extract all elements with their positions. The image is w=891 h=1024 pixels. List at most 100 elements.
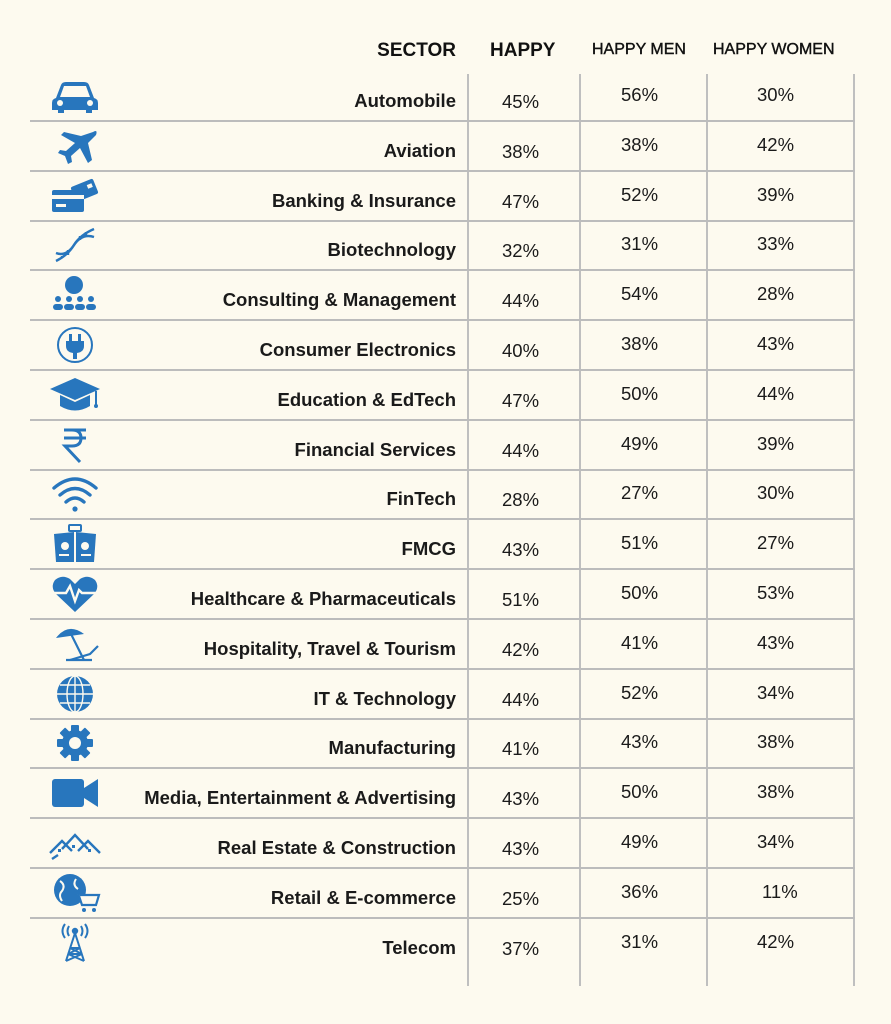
table-row: Consumer Electronics 40% 38% 43% xyxy=(0,321,891,371)
car-icon xyxy=(45,76,105,116)
happy-women-column-header: HAPPY WOMEN xyxy=(713,41,835,58)
happy-value: 47% xyxy=(502,389,540,411)
sector-label: FMCG xyxy=(401,538,456,560)
sector-label: Hospitality, Travel & Tourism xyxy=(203,637,456,659)
happy-value: 40% xyxy=(502,340,540,361)
happy-women-value: 42% xyxy=(757,133,795,155)
happy-men-value: 52% xyxy=(621,681,659,703)
happy-men-value: 27% xyxy=(621,482,659,504)
table-row: Biotechnology 32% 31% 33% xyxy=(0,221,891,272)
airplane-icon xyxy=(45,126,105,166)
column-divider xyxy=(706,74,708,986)
row-divider xyxy=(30,817,855,820)
happy-men-value: 51% xyxy=(621,532,659,554)
packages-icon xyxy=(45,524,105,564)
sector-label: Manufacturing xyxy=(328,737,456,759)
happy-value: 37% xyxy=(502,937,540,959)
happy-women-value: 30% xyxy=(757,84,795,105)
row-divider xyxy=(30,120,855,122)
table-row: Banking & Insurance 47% 52% 39% xyxy=(0,172,891,222)
heart-pulse-icon xyxy=(45,574,105,614)
row-divider xyxy=(30,319,855,322)
row-divider xyxy=(30,418,855,421)
happy-men-value: 49% xyxy=(621,831,659,852)
happy-women-value: 28% xyxy=(757,283,795,305)
happy-men-value: 31% xyxy=(621,233,659,255)
row-divider xyxy=(30,717,855,720)
table-row: IT & Technology 44% 52% 34% xyxy=(0,670,891,720)
sector-label: Healthcare & Pharmaceuticals xyxy=(190,588,456,609)
table-row: Telecom 37% 31% 42% xyxy=(0,919,891,969)
credit-card-icon xyxy=(45,176,105,216)
table-row: Real Estate & Construction 43% 49% 34% xyxy=(0,819,891,869)
row-divider xyxy=(30,369,855,371)
happy-women-value: 38% xyxy=(757,731,795,753)
happy-men-value: 50% xyxy=(621,582,659,603)
sector-label: Education & EdTech xyxy=(277,388,456,410)
sector-column-header: SECTOR xyxy=(377,40,456,61)
happy-men-value: 50% xyxy=(621,781,659,803)
happy-women-value: 11% xyxy=(762,880,798,902)
happy-women-value: 43% xyxy=(757,631,795,653)
rupee-icon xyxy=(45,425,105,465)
happy-women-value: 53% xyxy=(757,582,795,603)
column-divider xyxy=(853,74,855,986)
houses-icon xyxy=(45,823,105,863)
row-divider xyxy=(30,169,855,172)
row-divider xyxy=(30,568,855,571)
wifi-icon xyxy=(45,474,105,514)
table-row: Retail & E-commerce 25% 36% 11% xyxy=(0,869,891,919)
happy-women-value: 39% xyxy=(757,183,795,205)
happy-men-value: 56% xyxy=(621,84,659,105)
happy-men-value: 43% xyxy=(621,731,659,753)
table-row: Healthcare & Pharmaceuticals 51% 50% 53% xyxy=(0,570,891,620)
table-row: Aviation 38% 38% 42% xyxy=(0,122,891,172)
happy-women-value: 33% xyxy=(757,233,795,255)
table-row: FinTech 28% 27% 30% xyxy=(0,470,891,521)
table-row: Consulting & Management 44% 54% 28% xyxy=(0,271,891,322)
sector-label: Aviation xyxy=(383,139,456,161)
happy-men-column-header: HAPPY MEN xyxy=(592,41,686,58)
video-camera-icon xyxy=(45,773,105,813)
happy-value: 44% xyxy=(502,290,540,312)
happy-men-value: 52% xyxy=(621,183,659,205)
sector-label: Retail & E-commerce xyxy=(270,886,456,908)
table-row: Manufacturing 41% 43% 38% xyxy=(0,719,891,770)
happy-women-value: 38% xyxy=(757,781,795,803)
happy-value: 28% xyxy=(502,489,540,511)
table-row: Automobile 45% 56% 30% xyxy=(0,72,891,122)
happy-value: 44% xyxy=(502,688,540,710)
sector-label: Consumer Electronics xyxy=(259,339,456,360)
happy-value: 42% xyxy=(502,638,540,660)
row-divider xyxy=(30,468,855,471)
happy-value: 32% xyxy=(502,240,540,262)
globe-icon xyxy=(45,674,105,714)
happy-value: 51% xyxy=(502,589,540,610)
happy-men-value: 50% xyxy=(621,382,659,404)
table-row: Hospitality, Travel & Tourism 42% 41% 43% xyxy=(0,620,891,670)
sector-label: Financial Services xyxy=(294,438,456,460)
row-divider xyxy=(30,767,855,770)
happy-value: 25% xyxy=(502,887,540,909)
column-divider xyxy=(579,74,581,986)
row-divider xyxy=(30,667,855,670)
happy-men-value: 38% xyxy=(621,133,659,155)
happy-value: 47% xyxy=(502,190,540,212)
table-row: Media, Entertainment & Advertising 43% 50%… xyxy=(0,769,891,820)
dna-icon xyxy=(45,225,105,265)
happy-men-value: 41% xyxy=(621,631,659,653)
sector-label: Telecom xyxy=(382,936,456,958)
sector-label: Real Estate & Construction xyxy=(217,837,457,858)
row-divider xyxy=(30,916,855,919)
table-row: Education & EdTech 47% 50% 44% xyxy=(0,371,891,421)
antenna-tower-icon xyxy=(45,923,105,963)
happy-men-value: 49% xyxy=(621,432,659,454)
table-header: SECTOR HAPPY HAPPY MEN HAPPY WOMEN xyxy=(0,38,891,68)
table-row: FMCG 43% 51% 27% xyxy=(0,520,891,571)
sector-label: IT & Technology xyxy=(313,687,456,709)
sector-label: FinTech xyxy=(386,488,456,510)
happy-value: 43% xyxy=(502,539,540,561)
row-divider xyxy=(30,269,855,272)
happy-value: 38% xyxy=(502,140,540,162)
row-divider xyxy=(30,219,855,222)
